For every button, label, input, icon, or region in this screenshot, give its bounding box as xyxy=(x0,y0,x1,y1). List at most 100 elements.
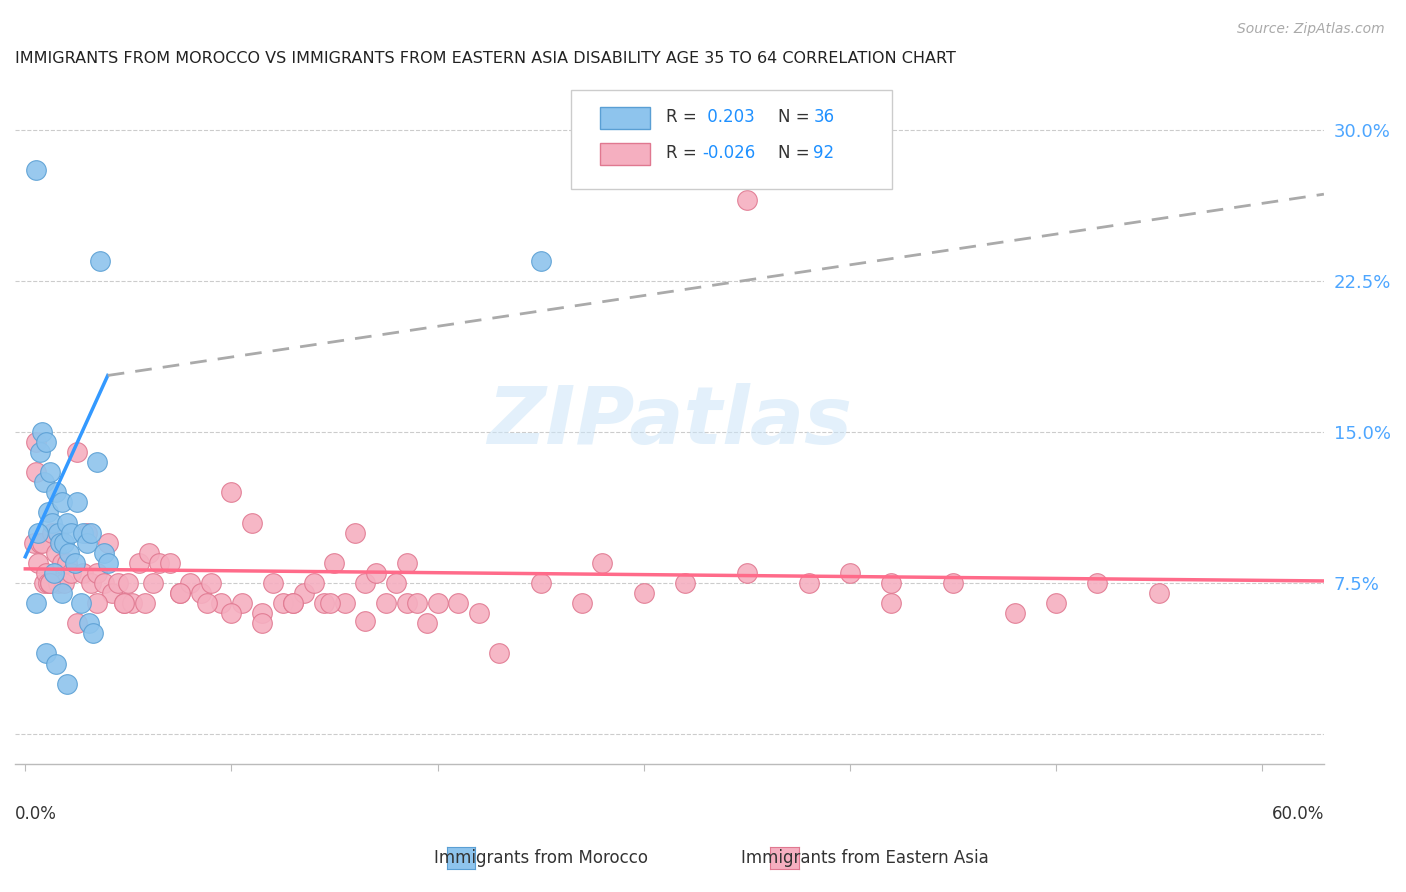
Point xyxy=(24,163,46,178)
FancyBboxPatch shape xyxy=(600,143,650,165)
Point xyxy=(673,576,696,591)
Point xyxy=(252,616,274,631)
Point xyxy=(55,556,77,570)
Point xyxy=(66,445,89,459)
Point xyxy=(333,596,356,610)
Point xyxy=(735,193,758,207)
Point xyxy=(406,596,429,610)
Point xyxy=(77,616,100,631)
Point xyxy=(488,647,510,661)
Point xyxy=(354,576,377,591)
Point xyxy=(31,425,53,439)
Point xyxy=(97,556,120,570)
Point xyxy=(24,434,46,449)
Point xyxy=(179,576,201,591)
Point xyxy=(51,586,73,600)
Point xyxy=(209,596,232,610)
Point xyxy=(63,556,86,570)
Point xyxy=(633,586,655,600)
Text: N =: N = xyxy=(778,108,815,126)
Point xyxy=(112,596,135,610)
Point xyxy=(354,614,377,628)
Point xyxy=(112,596,135,610)
Point xyxy=(292,586,315,600)
Point xyxy=(28,445,51,459)
Text: Source: ZipAtlas.com: Source: ZipAtlas.com xyxy=(1237,22,1385,37)
Point xyxy=(117,576,139,591)
Text: IMMIGRANTS FROM MOROCCO VS IMMIGRANTS FROM EASTERN ASIA DISABILITY AGE 35 TO 64 : IMMIGRANTS FROM MOROCCO VS IMMIGRANTS FR… xyxy=(15,51,956,66)
Point xyxy=(221,485,243,500)
Point xyxy=(1147,586,1170,600)
Point xyxy=(58,546,80,560)
Point xyxy=(35,566,58,580)
Text: Immigrants from Eastern Asia: Immigrants from Eastern Asia xyxy=(741,849,988,867)
Point xyxy=(70,596,93,610)
Point xyxy=(93,546,115,560)
Point xyxy=(319,596,342,610)
Point xyxy=(271,596,294,610)
Point xyxy=(72,566,94,580)
Point xyxy=(1004,606,1026,620)
Point xyxy=(66,495,89,509)
Point xyxy=(142,576,165,591)
Point xyxy=(283,596,305,610)
Point xyxy=(591,556,613,570)
Point xyxy=(344,525,367,540)
Point xyxy=(66,616,89,631)
FancyBboxPatch shape xyxy=(571,89,891,189)
Point xyxy=(252,606,274,620)
Point xyxy=(148,556,170,570)
Point xyxy=(76,525,98,540)
Point xyxy=(39,576,62,591)
Point xyxy=(22,535,45,549)
Text: ZIPatlas: ZIPatlas xyxy=(486,383,852,461)
Text: 0.203: 0.203 xyxy=(702,108,755,126)
Point xyxy=(314,596,336,610)
Point xyxy=(86,566,108,580)
Point xyxy=(530,253,553,268)
Point xyxy=(323,556,346,570)
Point xyxy=(364,566,387,580)
Point xyxy=(797,576,820,591)
Text: R =: R = xyxy=(665,145,702,162)
Point xyxy=(59,525,82,540)
Text: 92: 92 xyxy=(814,145,835,162)
Point xyxy=(302,576,325,591)
Point xyxy=(138,546,160,560)
Point xyxy=(86,596,108,610)
Point xyxy=(31,535,53,549)
Point xyxy=(76,535,98,549)
Point xyxy=(86,455,108,469)
Point xyxy=(37,506,59,520)
Point xyxy=(82,626,104,640)
Point xyxy=(416,616,439,631)
Point xyxy=(169,586,191,600)
Point xyxy=(231,596,253,610)
Point xyxy=(1085,576,1108,591)
Point xyxy=(32,576,55,591)
Point xyxy=(80,525,103,540)
Point xyxy=(262,576,284,591)
Point xyxy=(55,676,77,690)
Point xyxy=(468,606,491,620)
Point xyxy=(426,596,449,610)
Text: R =: R = xyxy=(665,108,702,126)
Point xyxy=(159,556,181,570)
Point xyxy=(107,576,129,591)
Point xyxy=(39,576,62,591)
Point xyxy=(169,586,191,600)
Point xyxy=(51,495,73,509)
Point xyxy=(49,535,72,549)
Point xyxy=(447,596,470,610)
Text: 36: 36 xyxy=(814,108,835,126)
Text: 60.0%: 60.0% xyxy=(1271,805,1324,823)
Point xyxy=(27,525,49,540)
Point xyxy=(93,576,115,591)
Point xyxy=(59,566,82,580)
Point xyxy=(53,576,76,591)
Point xyxy=(45,485,67,500)
Text: Immigrants from Morocco: Immigrants from Morocco xyxy=(434,849,648,867)
Point xyxy=(101,586,124,600)
Point xyxy=(51,556,73,570)
Point xyxy=(195,596,218,610)
